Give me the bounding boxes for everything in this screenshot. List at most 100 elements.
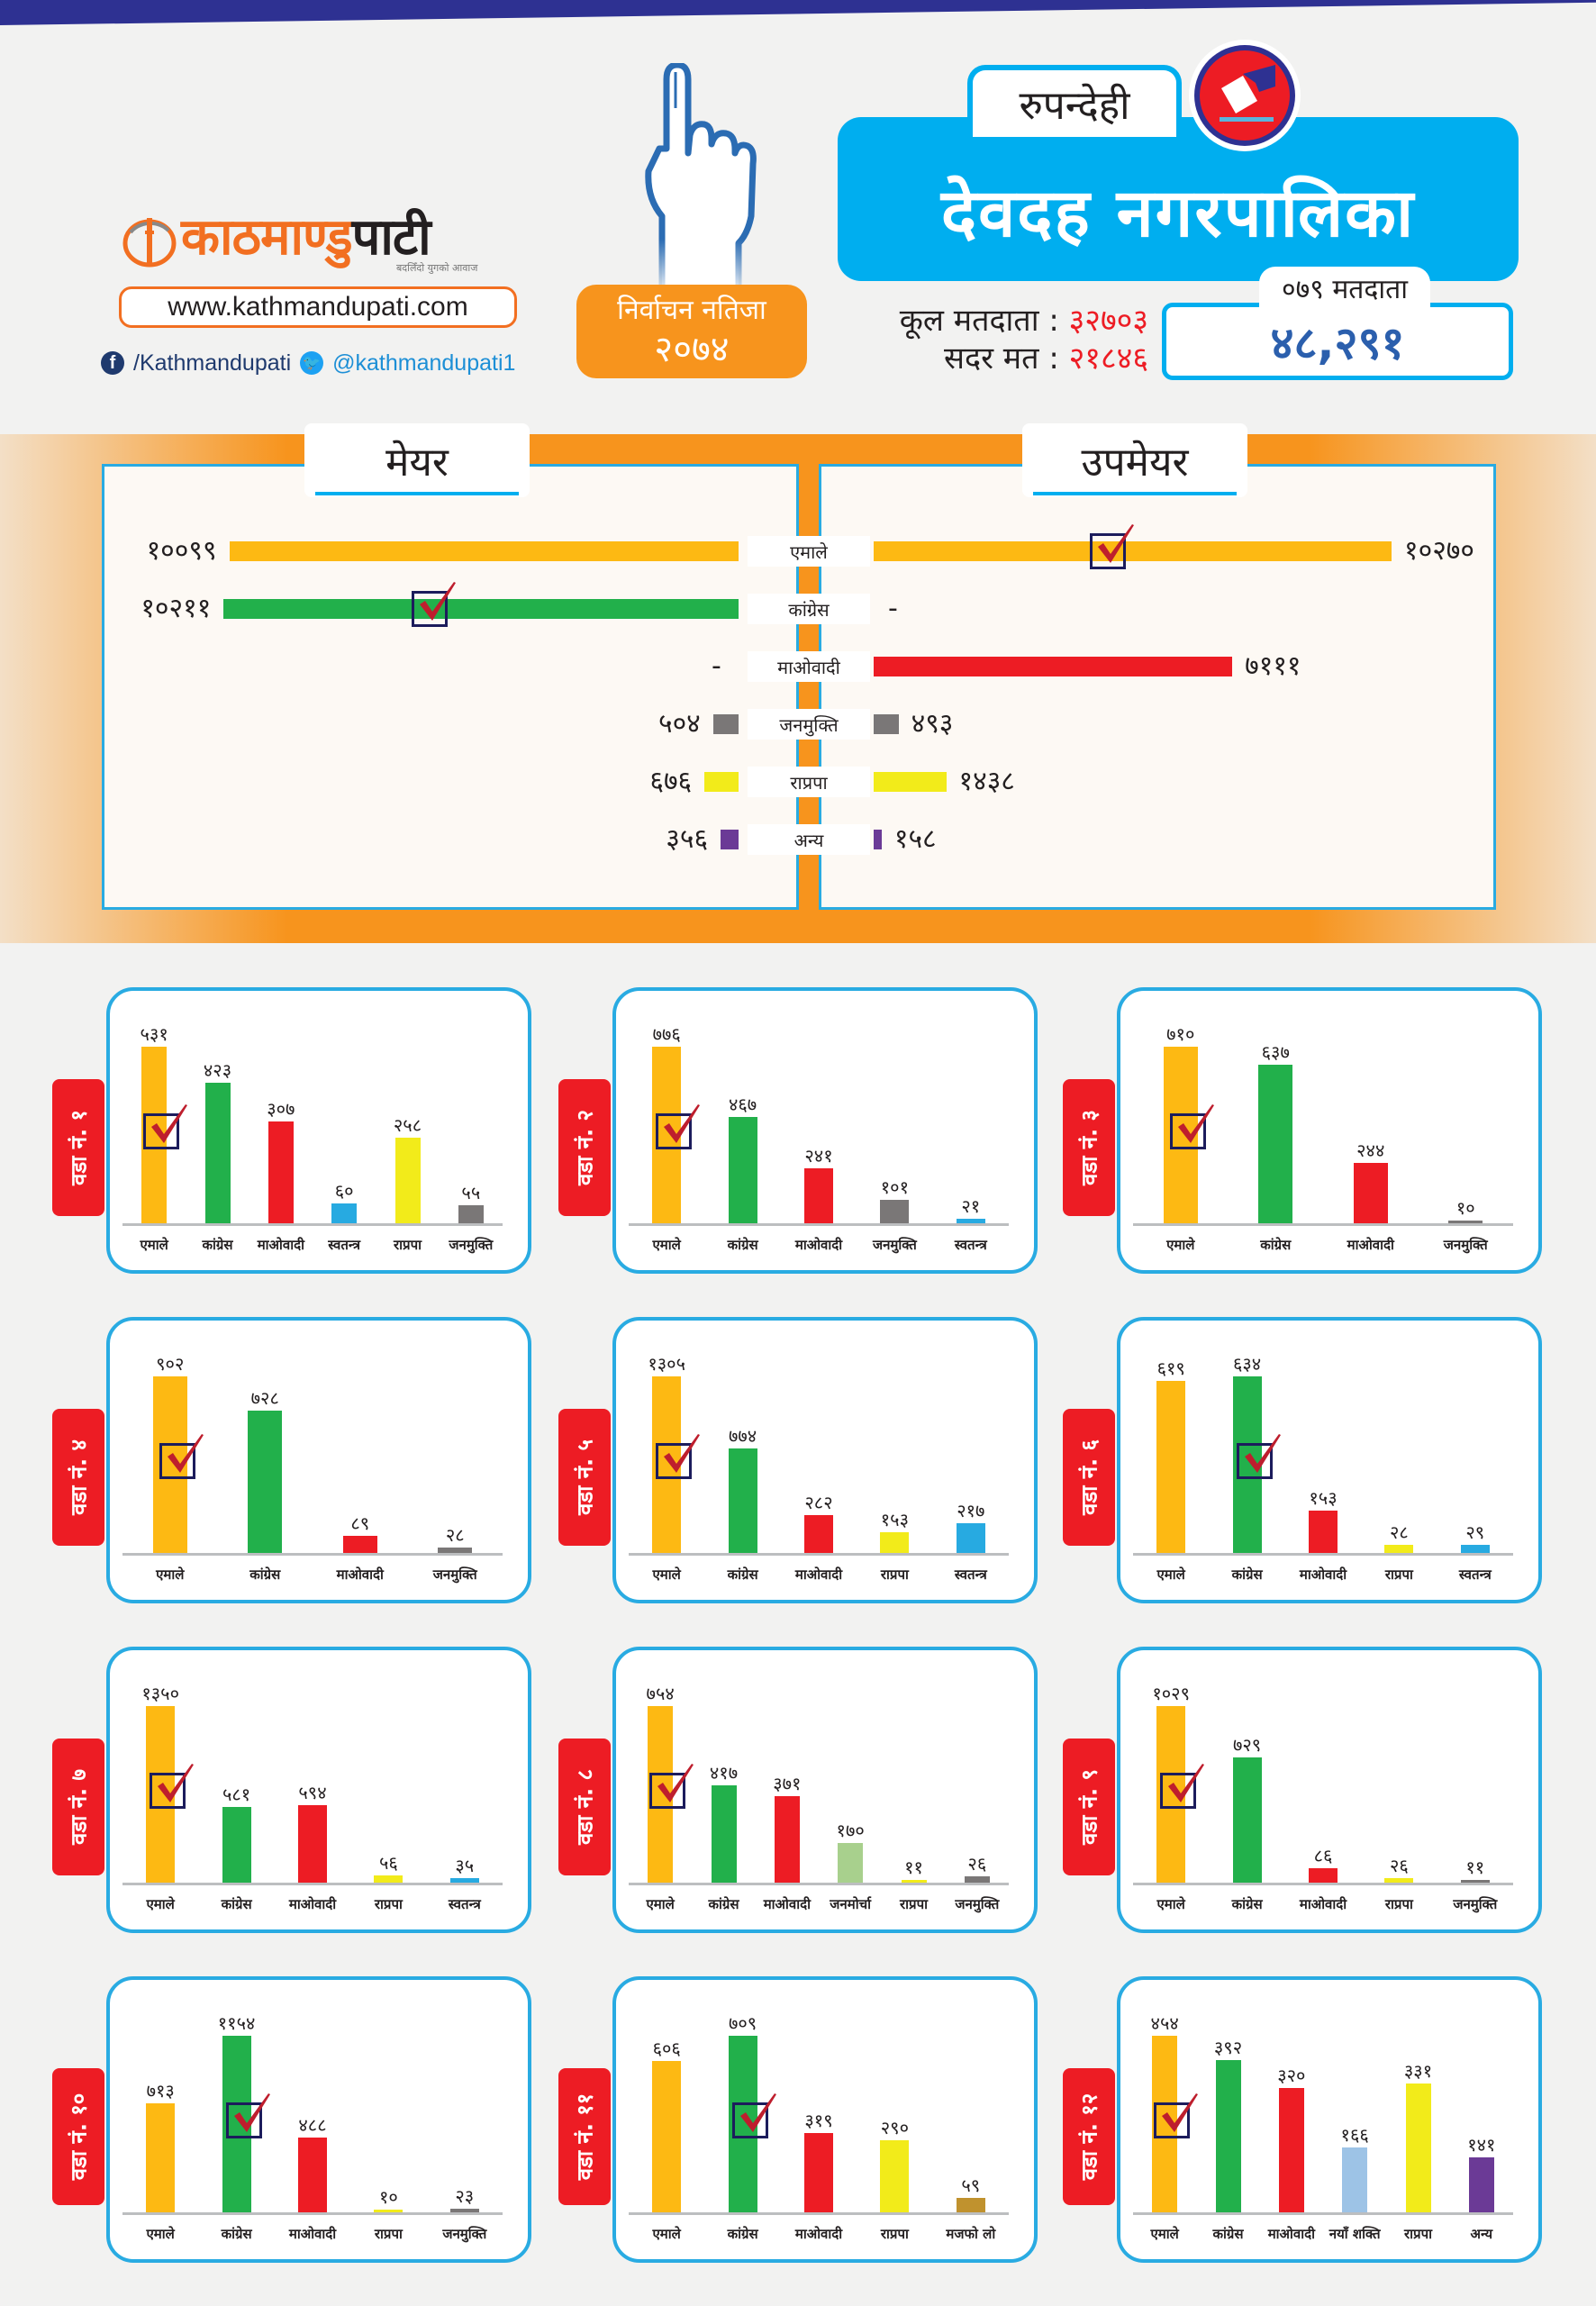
x-axis-line	[1133, 1223, 1513, 1226]
winner-check-icon	[1160, 1764, 1205, 1809]
voters-079-label: ०७९ मतदाता	[1259, 267, 1430, 308]
ward-card	[1117, 1317, 1542, 1603]
ward-category-label: जनमुक्ति	[955, 1896, 1000, 1912]
ward-category-label: एमाले	[1166, 1237, 1195, 1253]
deputy-bar	[874, 772, 947, 792]
ward-category-label: एमाले	[652, 1237, 681, 1253]
x-axis-line	[122, 2212, 503, 2215]
voter-stats: कूल मतदाता : ३२७०३ सदर मत : २१८४६	[829, 302, 1148, 377]
ward-bar	[880, 1200, 910, 1223]
ward-category-label: स्वतन्त्र	[954, 1566, 987, 1583]
ward-category-label: एमाले	[146, 2226, 175, 2242]
ward-value-label: २९	[1465, 1521, 1485, 1544]
ward-value-label: २३	[455, 2185, 475, 2208]
twitter-icon: 🐦	[300, 351, 324, 375]
ward-value-label: ६३४	[1232, 1353, 1262, 1375]
ward-value-label: ३३१	[1403, 2060, 1433, 2083]
deputy-bar	[874, 714, 899, 734]
mayor-bar	[712, 714, 739, 734]
mayor-bar	[704, 772, 739, 792]
ward-category-label: माओवादी	[794, 1237, 843, 1253]
separator: :	[1048, 340, 1059, 377]
facebook-link[interactable]: /Kathmandupati	[133, 350, 292, 376]
ward-value-label: ५३१	[140, 1023, 168, 1045]
ward-value-label: ६३७	[1261, 1041, 1290, 1064]
ward-bar	[438, 1547, 473, 1553]
ward-category-label: राप्रपा	[1404, 2226, 1432, 2242]
deputy-bar	[874, 830, 882, 849]
ward-category-label: कांग्रेस	[708, 1896, 739, 1912]
ward-category-label: कांग्रेस	[202, 1237, 233, 1253]
ward-value-label: २९०	[880, 2116, 909, 2138]
ward-bar	[1309, 1867, 1338, 1883]
ward-value-label: ६०६	[652, 2038, 681, 2060]
ward-bar	[298, 2138, 327, 2212]
logo-orange-text: काठमाण्डु	[181, 208, 353, 267]
winner-check-icon	[1236, 1434, 1281, 1479]
ward-number-label: वडा नं. ६	[1076, 1439, 1102, 1516]
mayor-bar	[223, 599, 739, 619]
valid-votes-label: सदर मत	[944, 340, 1039, 377]
ward-number-tab: वडा नं. ११	[558, 2068, 611, 2205]
ward-category-label: कांग्रेस	[249, 1566, 281, 1583]
website-link[interactable]: www.kathmandupati.com	[119, 286, 517, 328]
ward-category-label: राप्रपा	[374, 1896, 403, 1912]
ward-value-label: ९०२	[156, 1353, 185, 1375]
twitter-link[interactable]: @kathmandupati1	[332, 350, 516, 376]
ward-bar	[711, 1784, 737, 1883]
ward-value-label: ४८८	[298, 2114, 327, 2137]
ward-value-label: ८९	[350, 1512, 370, 1534]
ward-number-label: वडा नं. १०	[66, 2093, 92, 2181]
ward-value-label: २६	[967, 1853, 987, 1875]
deputy-value-label: १४३८	[958, 766, 1015, 797]
voters-079-value: ४८,२९१	[1162, 303, 1513, 380]
x-axis-line	[629, 1223, 1009, 1226]
ward-bar	[1353, 1162, 1388, 1223]
ward-category-label: एमाले	[652, 1566, 681, 1583]
total-voters-value: ३२७०३	[1068, 303, 1148, 339]
ward-category-label: माओवादी	[794, 1566, 843, 1583]
ward-value-label: ५५	[461, 1181, 481, 1203]
ward-category-label: राप्रपा	[1384, 1896, 1413, 1912]
ward-value-label: १०	[378, 2186, 398, 2208]
ward-value-label: ५८१	[222, 1783, 251, 1805]
ward-bar	[774, 1795, 800, 1883]
ward-number-tab: वडा नं. १०	[52, 2068, 104, 2205]
ward-number-tab: वडा नं. ५	[558, 1409, 611, 1546]
deputy-value-label: १०२७०	[1404, 535, 1474, 567]
ward-number-tab: वडा नं. ७	[52, 1739, 104, 1875]
party-label: जनमुक्ति	[748, 709, 870, 740]
ward-value-label: ७७४	[728, 1424, 757, 1447]
ward-category-label: माओवादी	[1267, 2226, 1315, 2242]
ward-value-label: ११	[904, 1857, 923, 1878]
deputy-bar	[874, 541, 1392, 561]
winner-check-icon	[656, 1104, 701, 1149]
mayor-value-label: ३५६	[666, 823, 709, 855]
x-axis-line	[1133, 1553, 1513, 1556]
ward-value-label: १३०५	[648, 1353, 685, 1375]
ballot-box-icon	[1189, 40, 1301, 151]
mayor-value-label: ६७६	[649, 766, 693, 797]
ward-value-label: ६०	[334, 1179, 354, 1202]
ward-bar	[1384, 1878, 1414, 1883]
ward-category-label: नयाँ शक्ति	[1328, 2226, 1381, 2242]
ward-bar	[1448, 1221, 1483, 1223]
ward-bar	[222, 1806, 251, 1883]
ward-number-label: वडा नं. ४	[66, 1439, 92, 1516]
district-tab: रुपन्देही	[967, 65, 1182, 137]
mayor-value-label: १००९९	[146, 535, 217, 567]
ward-category-label: जनमुक्ति	[442, 2226, 487, 2242]
ward-bar	[728, 1448, 757, 1553]
ward-bar	[1384, 1545, 1414, 1553]
ward-bar	[1342, 2147, 1368, 2212]
separator: :	[1048, 303, 1059, 339]
top-band	[0, 0, 1596, 25]
ward-value-label: ७२९	[1232, 1734, 1262, 1757]
ward-category-label: राप्रपा	[880, 2226, 909, 2242]
winner-check-icon	[656, 1434, 701, 1479]
ward-bar	[449, 2209, 479, 2212]
ward-value-label: १७०	[836, 1819, 865, 1841]
x-axis-line	[122, 1883, 503, 1885]
ward-number-tab: वडा नं. १	[52, 1079, 104, 1216]
ward-category-label: कांग्रेस	[1231, 1896, 1263, 1912]
